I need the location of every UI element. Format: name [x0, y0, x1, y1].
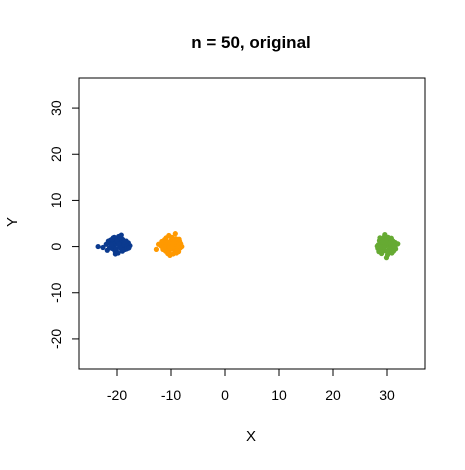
- data-point: [389, 250, 395, 256]
- data-point: [153, 246, 160, 252]
- series-2-points: [153, 231, 185, 258]
- y-axis-label: Y: [4, 217, 21, 227]
- x-tick-label: -20: [107, 387, 127, 403]
- data-point: [377, 235, 383, 241]
- y-axis: -20 -10 0 10 20 30: [48, 100, 80, 349]
- data-point: [174, 248, 180, 254]
- y-tick-label: 20: [48, 146, 64, 162]
- data-point: [380, 239, 386, 245]
- data-point: [165, 250, 171, 257]
- data-point: [169, 243, 175, 250]
- y-tick-label: 10: [48, 192, 64, 208]
- points-layer: [95, 231, 401, 261]
- data-point: [109, 236, 115, 242]
- y-tick-label: -10: [48, 282, 64, 302]
- data-point: [393, 246, 399, 252]
- x-tick-label: -10: [161, 387, 181, 403]
- data-point: [95, 243, 101, 250]
- data-point: [387, 240, 393, 246]
- x-tick-label: 10: [271, 387, 287, 403]
- data-point: [377, 244, 383, 251]
- chart-title: n = 50, original: [191, 33, 311, 52]
- data-point: [112, 251, 118, 257]
- x-tick-label: 30: [379, 387, 395, 403]
- x-axis: -20 -10 0 10 20 30: [107, 368, 395, 403]
- series-1-points: [95, 232, 133, 257]
- x-tick-label: 0: [221, 387, 229, 403]
- series-3-points: [374, 231, 401, 261]
- plot-frame: [78, 77, 426, 370]
- data-point: [108, 242, 114, 248]
- data-point: [172, 231, 178, 237]
- y-tick-label: 0: [48, 242, 64, 250]
- x-axis-label: X: [246, 428, 256, 445]
- data-point: [173, 236, 179, 242]
- data-point: [126, 245, 132, 251]
- data-point: [161, 244, 167, 250]
- data-point: [384, 248, 390, 254]
- data-point: [166, 232, 172, 239]
- y-tick-label: 30: [48, 100, 64, 116]
- data-point: [121, 239, 128, 245]
- data-point: [118, 232, 124, 238]
- data-point: [159, 238, 165, 245]
- data-point: [116, 241, 122, 247]
- data-point: [100, 244, 106, 251]
- x-tick-label: 20: [325, 387, 341, 403]
- y-tick-label: -20: [48, 329, 64, 349]
